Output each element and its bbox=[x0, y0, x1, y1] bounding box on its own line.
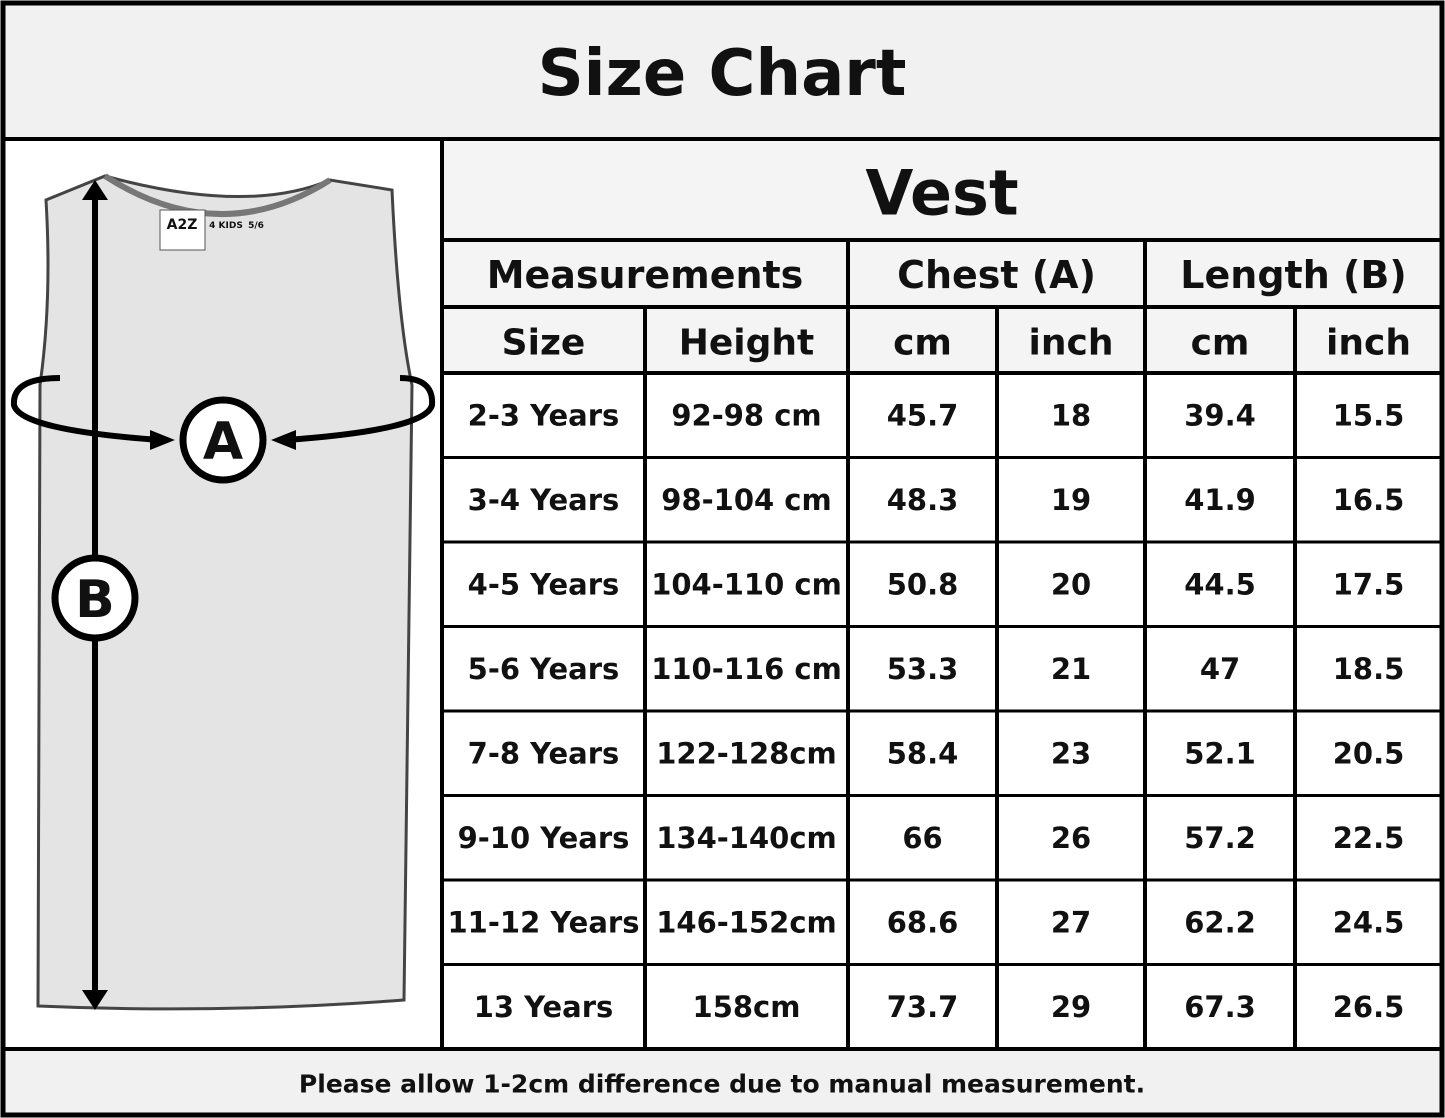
cell: 41.9 bbox=[1184, 483, 1256, 517]
title-band bbox=[3, 3, 1442, 139]
cell: 20.5 bbox=[1333, 736, 1405, 770]
cell: 39.4 bbox=[1184, 398, 1256, 432]
footer-band bbox=[3, 1049, 1442, 1115]
cell: 16.5 bbox=[1333, 483, 1405, 517]
cell: 22.5 bbox=[1333, 821, 1405, 855]
cell: 48.3 bbox=[887, 483, 959, 517]
marker-b-label: B bbox=[75, 570, 115, 630]
marker-a-label: A bbox=[203, 412, 243, 472]
cell: 44.5 bbox=[1184, 567, 1256, 601]
column-header: Height bbox=[679, 323, 815, 364]
cell: 24.5 bbox=[1333, 905, 1405, 939]
cell: 122-128cm bbox=[656, 736, 837, 770]
cell: 26.5 bbox=[1333, 990, 1405, 1024]
cell: 52.1 bbox=[1184, 736, 1256, 770]
cell: 73.7 bbox=[887, 990, 959, 1024]
brand-label: A2Z bbox=[167, 217, 198, 233]
cell: 19 bbox=[1051, 483, 1091, 517]
cell: 53.3 bbox=[887, 652, 959, 686]
cell: 110-116 cm bbox=[651, 652, 842, 686]
table-header-bg bbox=[442, 140, 1442, 373]
cell: 92-98 cm bbox=[671, 398, 821, 432]
tag-size-label: 5/6 bbox=[248, 221, 264, 231]
cell: 18 bbox=[1051, 398, 1091, 432]
footer-note: Please allow 1-2cm difference due to man… bbox=[299, 1070, 1145, 1099]
cell: 104-110 cm bbox=[651, 567, 842, 601]
cell: 11-12 Years bbox=[448, 905, 640, 939]
column-header: cm bbox=[1191, 323, 1250, 364]
cell: 4-5 Years bbox=[468, 567, 620, 601]
cell: 2-3 Years bbox=[468, 398, 620, 432]
cell: 3-4 Years bbox=[468, 483, 620, 517]
cell: 45.7 bbox=[887, 398, 959, 432]
cell: 18.5 bbox=[1333, 652, 1405, 686]
cell: 57.2 bbox=[1184, 821, 1256, 855]
vest-neckline bbox=[103, 173, 332, 217]
cell: 9-10 Years bbox=[458, 821, 630, 855]
marker-b bbox=[51, 554, 139, 642]
cell: 15.5 bbox=[1333, 398, 1405, 432]
cell: 68.6 bbox=[887, 905, 959, 939]
cell: 21 bbox=[1051, 652, 1091, 686]
marker-a bbox=[179, 396, 267, 484]
vest-figure: A2Z 4 KIDS 5/6 A B bbox=[10, 173, 436, 1011]
cell: 58.4 bbox=[887, 736, 959, 770]
cell: 66 bbox=[902, 821, 942, 855]
brand-sub-label: 4 KIDS bbox=[209, 221, 243, 231]
column-header: Size bbox=[502, 323, 586, 364]
chest-arrow-left bbox=[10, 375, 161, 443]
group-header: Measurements bbox=[487, 253, 804, 297]
table-title: Vest bbox=[865, 157, 1018, 230]
cell: 5-6 Years bbox=[468, 652, 620, 686]
cell: 158cm bbox=[693, 990, 801, 1024]
cell: 98-104 cm bbox=[661, 483, 831, 517]
column-header: cm bbox=[893, 323, 952, 364]
cell: 27 bbox=[1051, 905, 1091, 939]
brand-tag bbox=[159, 209, 206, 251]
page-title: Size Chart bbox=[538, 37, 907, 111]
cell: 13 Years bbox=[474, 990, 614, 1024]
cell: 146-152cm bbox=[656, 905, 837, 939]
cell: 47 bbox=[1200, 652, 1240, 686]
chest-arrow-right bbox=[285, 375, 436, 443]
cell: 23 bbox=[1051, 736, 1091, 770]
group-header: Chest (A) bbox=[897, 253, 1096, 297]
cell: 67.3 bbox=[1184, 990, 1256, 1024]
cell: 62.2 bbox=[1184, 905, 1256, 939]
column-header: inch bbox=[1029, 323, 1114, 364]
cell: 7-8 Years bbox=[468, 736, 620, 770]
cell: 50.8 bbox=[887, 567, 959, 601]
cell: 29 bbox=[1051, 990, 1091, 1024]
cell: 134-140cm bbox=[656, 821, 837, 855]
group-header: Length (B) bbox=[1180, 253, 1406, 297]
column-header: inch bbox=[1326, 323, 1411, 364]
cell: 26 bbox=[1051, 821, 1091, 855]
cell: 20 bbox=[1051, 567, 1091, 601]
cell: 17.5 bbox=[1333, 567, 1405, 601]
vest-outline bbox=[36, 174, 414, 1011]
